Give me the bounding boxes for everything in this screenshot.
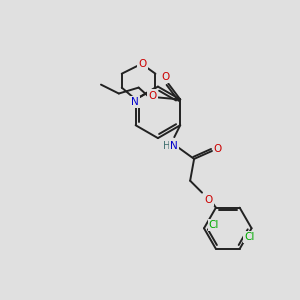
Text: O: O — [205, 194, 213, 205]
Text: H: H — [163, 141, 170, 151]
Text: Cl: Cl — [244, 232, 255, 242]
Text: O: O — [214, 144, 222, 154]
Text: Cl: Cl — [209, 220, 219, 230]
Text: O: O — [138, 59, 147, 69]
Text: O: O — [161, 72, 170, 82]
Text: N: N — [170, 141, 178, 151]
Text: O: O — [148, 91, 157, 100]
Text: N: N — [131, 98, 139, 107]
